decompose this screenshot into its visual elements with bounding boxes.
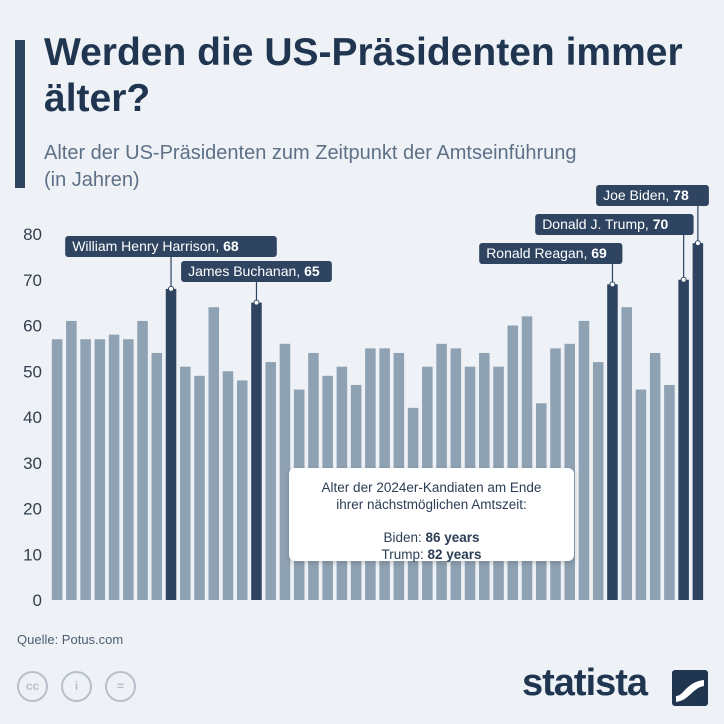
callout-box [479,243,623,264]
bar [66,320,77,600]
callout-marker [609,281,616,288]
title-accent-bar [15,40,25,188]
callout-label: Joe Biden, 78 [603,187,689,203]
callout-box [535,214,694,235]
highlighted-bar [165,288,177,600]
callout-label: James Buchanan, 65 [188,263,320,279]
nd-icon[interactable]: = [105,671,136,702]
callout-marker [168,285,175,292]
y-tick-label: 50 [23,362,42,381]
bar [222,371,234,600]
note-biden: Biden: 86 years [289,529,574,546]
bar [208,307,220,600]
source-text: Quelle: Potus.com [17,632,124,647]
note-trump-label: Trump: [381,547,424,562]
note-biden-value: 86 years [425,530,480,545]
bar [151,352,163,600]
y-tick-label: 40 [23,408,42,427]
highlighted-bar [251,302,262,601]
bar [80,339,91,600]
bar [521,316,533,600]
page-subtitle: Alter der US-Präsidenten zum Zeitpunkt d… [44,142,577,191]
by-icon[interactable]: i [61,671,92,702]
callout-box [596,185,709,206]
highlighted-bar [678,279,689,600]
bar [279,343,291,600]
bar [621,307,632,600]
note-trump: Trump: 82 years [289,546,574,563]
cc-icon[interactable]: cc [17,671,48,702]
bar [507,325,519,600]
note-line-2: ihrer nächstmöglichen Amtszeit: [336,497,527,512]
note-biden-label: Biden: [383,530,422,545]
callout-marker [694,240,701,247]
bar [649,352,661,600]
highlighted-bar [607,284,618,600]
callout-box [181,261,332,282]
bar [180,366,191,600]
callout-label: Ronald Reagan, 69 [486,245,607,261]
bar [123,339,134,600]
callout-label: Donald J. Trump, 70 [542,216,668,232]
y-tick-label: 10 [23,545,42,564]
bar [236,380,248,600]
bar [94,339,106,600]
bar [265,362,276,600]
callout-marker [680,276,687,283]
y-tick-label: 70 [23,271,42,290]
bar [194,375,205,600]
y-tick-label: 80 [23,225,42,244]
bar [578,320,590,600]
page-title: Werden die US-Präsidenten immer älter? [44,31,683,120]
y-tick-label: 20 [23,500,42,519]
y-tick-label: 0 [33,591,42,610]
y-tick-label: 60 [23,317,42,336]
note-trump-value: 82 years [427,547,482,562]
statista-logo[interactable]: statista [522,662,648,704]
candidates-note: Alter der 2024er-Kandiaten am Ende ihrer… [289,468,574,563]
bar [137,320,148,600]
callout-label: William Henry Harrison, 68 [72,238,239,254]
bar [664,384,675,600]
callout-box [65,236,277,257]
bar [51,339,63,600]
callout-marker [253,299,260,306]
bar [592,362,604,600]
statista-logo-icon [672,670,708,706]
bar [635,389,647,600]
y-tick-label: 30 [23,454,42,473]
note-line-1: Alter der 2024er-Kandiaten am Ende [321,480,542,495]
highlighted-bar [692,243,704,600]
bar [108,334,120,600]
